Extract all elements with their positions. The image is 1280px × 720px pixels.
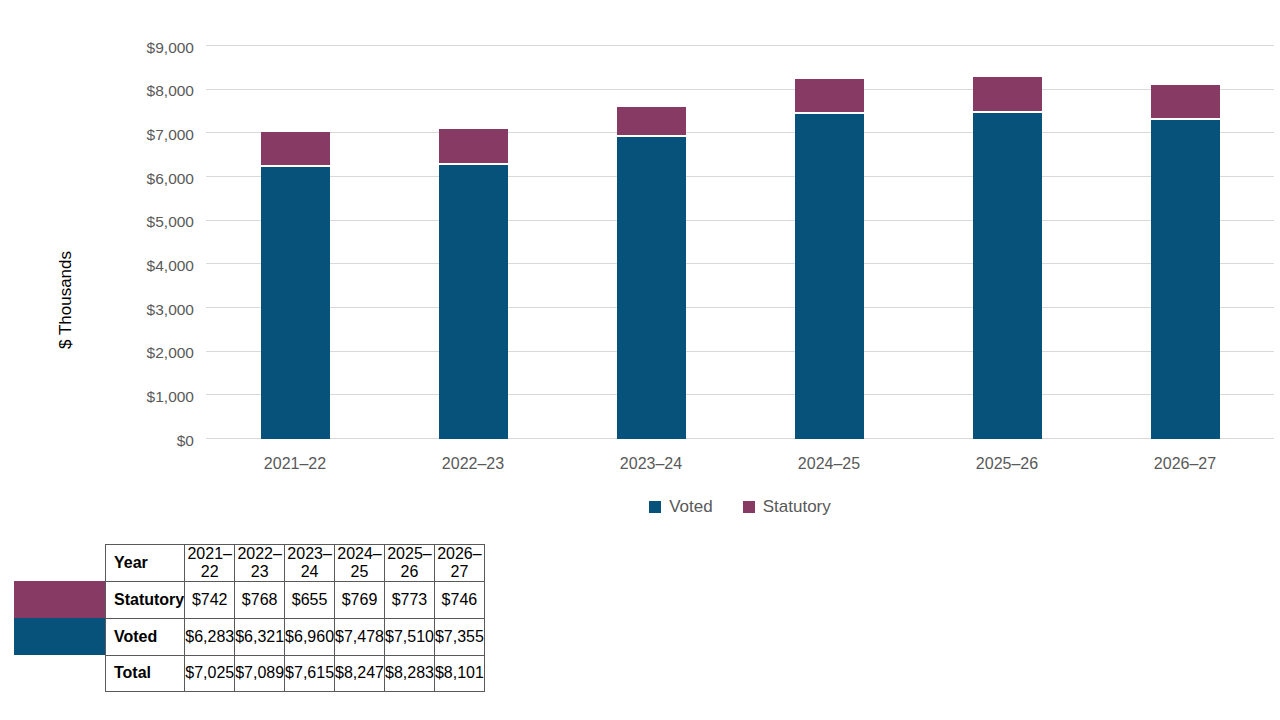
table-cell: $773 [384,582,434,619]
table-cell: $655 [285,582,335,619]
x-axis-label: 2024–25 [740,455,918,477]
stacked-bar [439,129,508,439]
x-axis-label: 2025–26 [918,455,1096,477]
row-label: Statutory [106,582,185,619]
table-cell: $7,478 [335,618,385,655]
table-cell: 2022–23 [235,545,285,582]
table-cell: $8,101 [434,655,484,692]
page: { "colors": { "voted": "#07527a", "statu… [0,0,1280,720]
table-cell: $768 [235,582,285,619]
bar-segment-voted [261,165,330,439]
legend-swatch-icon [649,501,661,513]
table-cell: 2026–27 [434,545,484,582]
stacked-bar [261,132,330,439]
stacked-bar [617,107,686,440]
table-cell: $6,321 [235,618,285,655]
bar-segment-voted [973,111,1042,439]
y-tick-label: $1,000 [147,389,194,405]
row-label: Year [106,545,185,582]
y-tick-label: $9,000 [147,40,194,56]
table-cell: $8,247 [335,655,385,692]
table-cell: $7,615 [285,655,335,692]
table-cell: $7,355 [434,618,484,655]
table-cell: $742 [185,582,235,619]
bar-segment-voted [1151,118,1220,439]
legend-label: Voted [669,497,713,517]
table-cell: $7,510 [384,618,434,655]
bar-segment-voted [439,163,508,439]
plot-area [206,46,1274,439]
table-row: Statutory$742$768$655$769$773$746 [106,582,485,619]
y-tick-label: $5,000 [147,214,194,230]
chart-legend: Voted Statutory [206,495,1274,519]
y-axis-tick-labels: $0$1,000$2,000$3,000$4,000$5,000$6,000$7… [0,46,194,439]
table-row: Total$7,025$7,089$7,615$8,247$8,283$8,10… [106,655,485,692]
data-table: Year2021–222022–232023–242024–252025–262… [105,544,485,692]
bar-segment-voted [795,112,864,439]
legend-item-statutory: Statutory [743,497,831,517]
table-cell: $6,283 [185,618,235,655]
bar-group-2025–26 [918,46,1096,439]
x-axis-label: 2021–22 [206,455,384,477]
bar-segment-statutory [439,129,508,163]
table-row: Year2021–222022–232023–242024–252025–262… [106,545,485,582]
bar-group-2024–25 [740,46,918,439]
bar-segment-statutory [1151,85,1220,118]
legend-label: Statutory [763,497,831,517]
row-label: Total [106,655,185,692]
bar-segment-statutory [973,77,1042,111]
legend-swatch-icon [743,501,755,513]
table-cell: 2024–25 [335,545,385,582]
table-cell: $769 [335,582,385,619]
table-cell: 2025–26 [384,545,434,582]
x-axis-labels: 2021–222022–232023–242024–252025–262026–… [206,455,1274,477]
bar-segment-statutory [261,132,330,164]
bar-group-2021–22 [206,46,384,439]
y-tick-label: $2,000 [147,345,194,361]
bar-group-2022–23 [384,46,562,439]
x-axis-label: 2026–27 [1096,455,1274,477]
table-cell: $7,089 [235,655,285,692]
y-tick-label: $6,000 [147,171,194,187]
table-cell: $6,960 [285,618,335,655]
stacked-bar [795,79,864,439]
table-cell: 2021–22 [185,545,235,582]
x-axis-label: 2023–24 [562,455,740,477]
stacked-bar [973,77,1042,439]
y-tick-label: $8,000 [147,83,194,99]
table-cell: $746 [434,582,484,619]
voted-color-swatch [14,618,105,655]
bar-group-2023–24 [562,46,740,439]
stacked-bar [1151,85,1220,439]
y-tick-label: $7,000 [147,127,194,143]
bar-segment-voted [617,135,686,439]
row-label: Voted [106,618,185,655]
table-cell: $8,283 [384,655,434,692]
y-tick-label: $3,000 [147,302,194,318]
table-row: Voted$6,283$6,321$6,960$7,478$7,510$7,35… [106,618,485,655]
table-cell: $7,025 [185,655,235,692]
y-tick-label: $4,000 [147,258,194,274]
statutory-color-swatch [14,581,105,618]
legend-item-voted: Voted [649,497,713,517]
bar-segment-statutory [617,107,686,136]
bar-segment-statutory [795,79,864,113]
y-tick-label: $0 [177,433,194,449]
bar-group-2026–27 [1096,46,1274,439]
x-axis-label: 2022–23 [384,455,562,477]
table-cell: 2023–24 [285,545,335,582]
bars-container [206,46,1274,439]
